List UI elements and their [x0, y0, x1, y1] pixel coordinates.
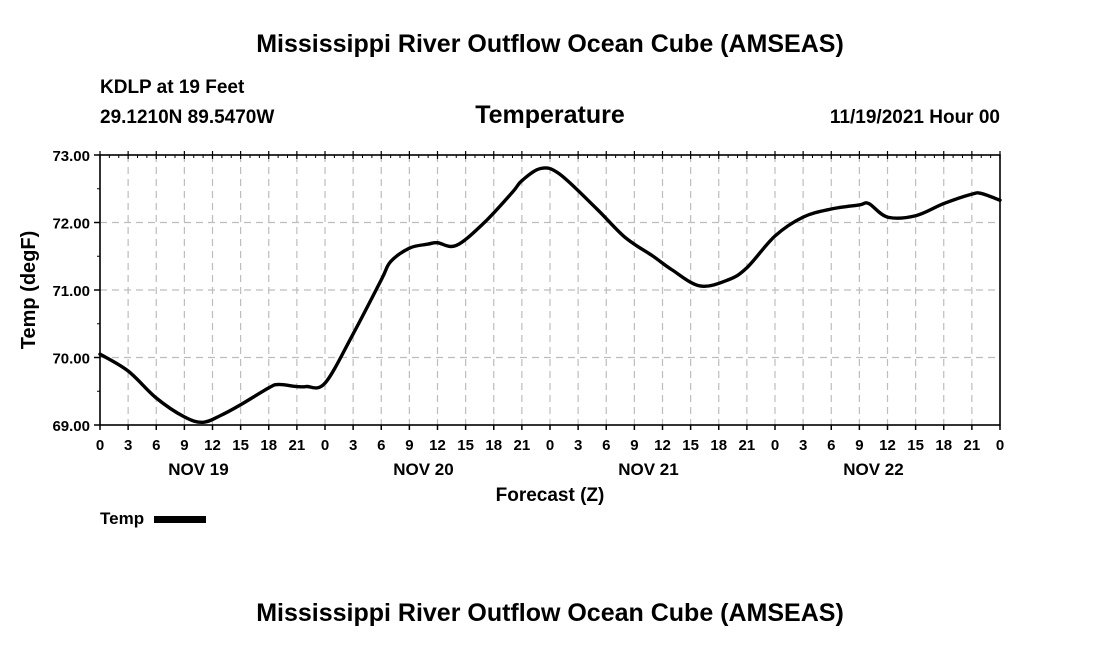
- x-tick-label: 18: [935, 437, 952, 454]
- x-tick-label: 0: [546, 437, 554, 454]
- x-tick-label: 0: [321, 437, 329, 454]
- x-tick-label: 12: [204, 437, 221, 454]
- legend: Temp: [100, 509, 207, 529]
- x-tick-label: 15: [682, 437, 699, 454]
- plot-frame: [99, 154, 1001, 426]
- x-tick-label: 9: [855, 437, 863, 454]
- x-tick-label: 9: [630, 437, 638, 454]
- x-tick-label: 21: [739, 437, 756, 454]
- y-tick-label: 71.00: [52, 283, 90, 300]
- y-axis-title: Temp (degF): [18, 231, 40, 350]
- x-tick-label: 12: [429, 437, 446, 454]
- x-tick-label: 12: [879, 437, 896, 454]
- x-tick-label: 15: [457, 437, 474, 454]
- x-tick-label: 0: [771, 437, 779, 454]
- x-axis-title: Forecast (Z): [496, 485, 605, 506]
- x-tick-label: 18: [485, 437, 502, 454]
- x-tick-label: 3: [124, 437, 132, 454]
- variable-title: Temperature: [475, 101, 625, 129]
- station-name: KDLP at 19 Feet: [100, 77, 245, 98]
- x-tick-label: 21: [289, 437, 306, 454]
- forecast-date: 11/19/2021 Hour 00: [829, 107, 1000, 128]
- x-tick-label: 6: [152, 437, 160, 454]
- day-label: NOV 20: [393, 460, 453, 479]
- x-tick-label: 6: [827, 437, 835, 454]
- day-label: NOV 21: [618, 460, 678, 479]
- x-tick-label: 3: [349, 437, 357, 454]
- legend-line-swatch: [154, 515, 207, 523]
- x-tick-label: 0: [96, 437, 104, 454]
- footer-title: Mississippi River Outflow Ocean Cube (AM…: [256, 599, 844, 627]
- x-tick-label: 18: [710, 437, 727, 454]
- x-tick-label: 15: [907, 437, 924, 454]
- temp-series-line: [98, 166, 1002, 425]
- y-tick-label: 69.00: [52, 418, 90, 435]
- x-tick-label: 21: [514, 437, 531, 454]
- x-tick-label: 6: [377, 437, 385, 454]
- x-tick-label: 6: [602, 437, 610, 454]
- station-coordinates: 29.1210N 89.5470W: [100, 107, 275, 128]
- day-label: NOV 22: [843, 460, 903, 479]
- x-tick-label: 18: [260, 437, 277, 454]
- x-tick-label: 21: [964, 437, 981, 454]
- y-tick-label: 72.00: [52, 216, 90, 233]
- chart-main-title: Mississippi River Outflow Ocean Cube (AM…: [256, 30, 844, 58]
- x-tick-label: 3: [799, 437, 807, 454]
- x-tick-label: 12: [654, 437, 671, 454]
- y-tick-label: 70.00: [52, 351, 90, 368]
- day-label: NOV 19: [168, 460, 228, 479]
- x-tick-label: 15: [232, 437, 249, 454]
- x-tick-label: 9: [180, 437, 188, 454]
- x-tick-label: 9: [405, 437, 413, 454]
- x-tick-label: 3: [574, 437, 582, 454]
- y-tick-label: 73.00: [52, 148, 90, 165]
- legend-label: Temp: [100, 509, 145, 528]
- x-tick-label: 0: [996, 437, 1004, 454]
